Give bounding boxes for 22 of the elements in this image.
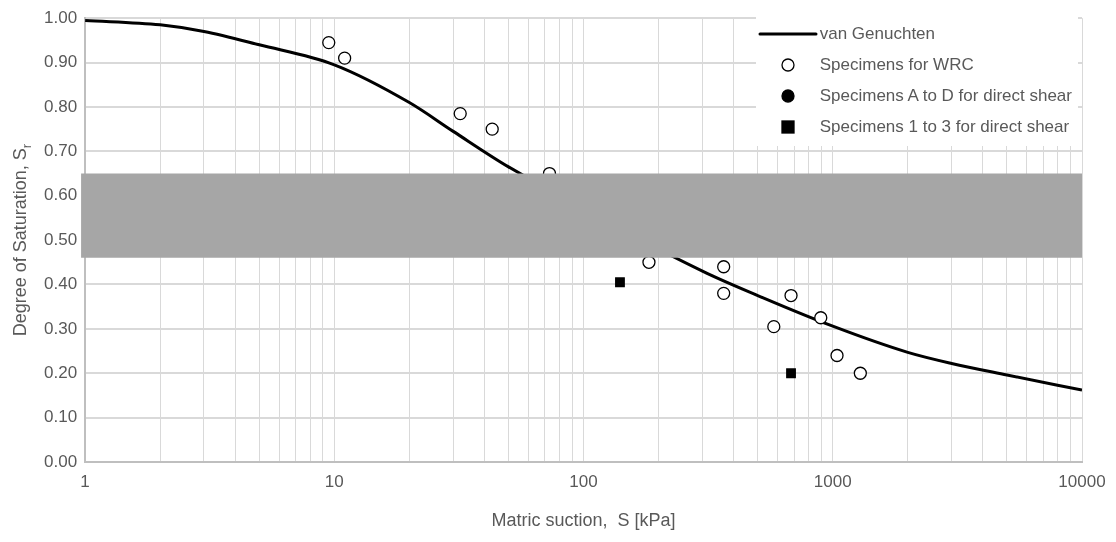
- x-tick-label: 10: [324, 471, 344, 491]
- y-tick-label: 0.40: [43, 274, 78, 294]
- y-tick-label: 0.00: [43, 451, 78, 471]
- x-axis-title: Matric suction, S [kPa]: [491, 510, 676, 531]
- legend-label: Specimens 1 to 3 for direct shear: [819, 116, 1070, 137]
- x-tick-label: 1: [80, 471, 90, 491]
- y-tick-label: 0.10: [43, 407, 78, 427]
- legend-label: Specimens for WRC: [819, 54, 974, 75]
- y-axis-title: Degree of Saturation, Sr: [10, 143, 34, 337]
- x-tick-label: 100: [569, 471, 598, 491]
- y-tick-label: 0.60: [43, 185, 78, 205]
- y-tick-label: 0.50: [43, 229, 78, 249]
- y-tick-label: 1.00: [43, 7, 78, 27]
- y-tick-label: 0.90: [43, 52, 78, 72]
- y-tick-label: 0.30: [43, 318, 78, 338]
- y-tick-label: 0.80: [43, 96, 78, 116]
- y-tick-label: 0.20: [43, 362, 78, 382]
- legend-label: van Genuchten: [819, 23, 936, 44]
- y-tick-label: 0.70: [43, 141, 78, 161]
- legend-label: Specimens A to D for direct shear: [819, 85, 1072, 106]
- x-tick-label: 10000: [1058, 471, 1106, 491]
- x-tick-label: 1000: [813, 471, 852, 491]
